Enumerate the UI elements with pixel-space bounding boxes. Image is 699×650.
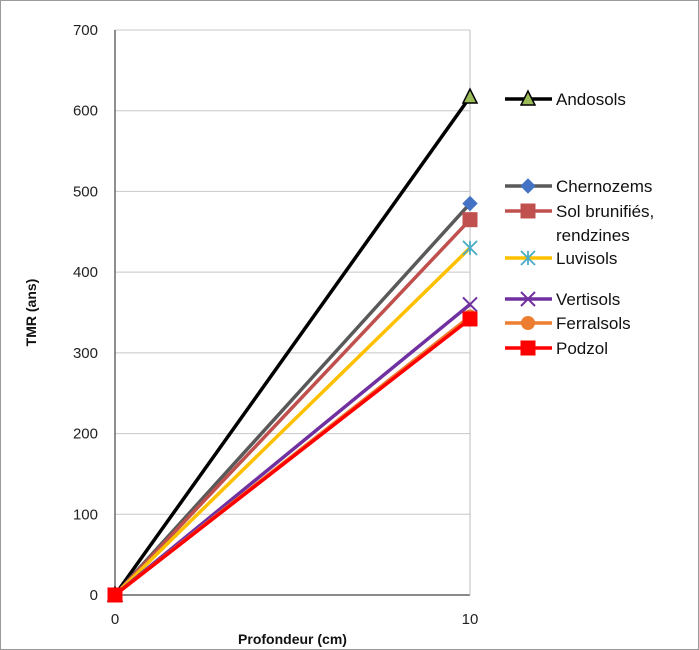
data-point [462,195,478,212]
data-point [107,587,123,603]
y-tick-label: 300 [73,345,98,362]
axes [114,30,471,596]
legend-label: Podzol [556,339,608,358]
legend-label: Sol brunifiés, [556,202,654,221]
y-tick-label: 600 [73,103,98,120]
legend-marker [519,89,537,106]
x-tick-label: 10 [462,611,479,628]
series-line [113,202,472,597]
legend-label: Ferralsols [556,314,631,333]
legend-marker [520,340,536,356]
y-tick-labels: 0 100 200 300 400 500 600 700 [73,22,98,604]
series-line [113,246,472,597]
y-axis-title: TMR (ans) [23,279,39,347]
legend-marker [520,250,536,266]
y-tick-label: 100 [73,506,98,523]
series-markers [106,87,479,603]
legend-marker [521,316,535,330]
legend-label: Andosols [556,90,626,109]
y-tick-label: 500 [73,183,98,200]
legend-marker [520,291,536,307]
y-tick-label: 200 [73,426,98,443]
legend-label: Luvisols [556,249,617,268]
legend-label-line2: rendzines [556,226,630,245]
legend-label: Chernozems [556,177,652,196]
gridlines [115,29,470,596]
x-axis-title: Profondeur (cm) [238,631,347,647]
data-point [462,212,478,228]
y-tick-label: 0 [90,587,98,604]
series-line [113,95,472,597]
series-line [113,218,472,597]
legend: Andosols Chernozems Sol brunifiés, rendzine… [505,89,654,358]
legend-label: Vertisols [556,290,620,309]
series-line [113,317,472,597]
series-lines [113,95,472,597]
legend-marker [520,178,536,194]
y-tick-label: 400 [73,264,98,281]
x-tick-label: 0 [111,611,119,628]
data-point [462,240,478,256]
legend-marker [520,203,536,219]
x-tick-labels: 0 10 [111,611,479,628]
data-point [462,311,478,327]
data-point [461,87,479,104]
y-tick-label: 700 [73,22,98,39]
data-point [462,296,478,313]
